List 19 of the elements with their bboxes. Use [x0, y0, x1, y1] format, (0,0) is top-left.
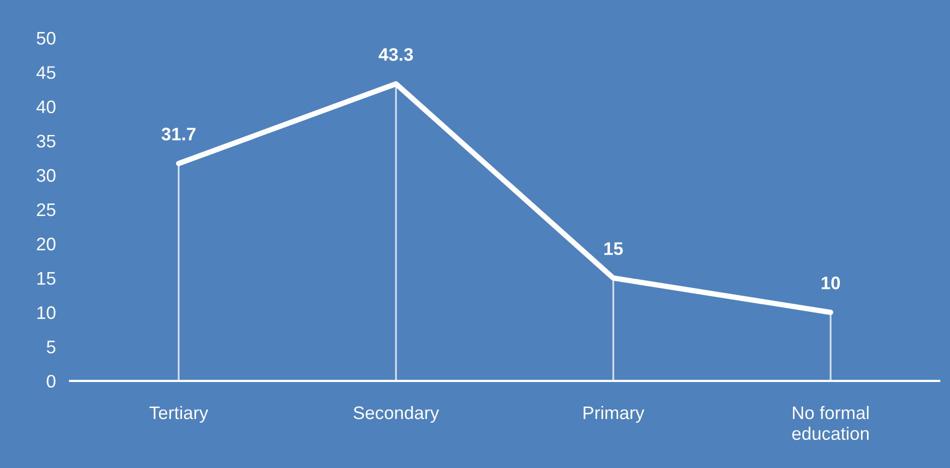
y-tick-label: 35 — [36, 134, 56, 148]
y-tick-label: 0 — [46, 374, 56, 388]
data-label: 31.7 — [162, 128, 196, 140]
y-tick-label: 40 — [36, 100, 56, 114]
y-tick-label: 15 — [37, 272, 56, 285]
data-label: 10 — [822, 276, 840, 290]
x-tick-label: Secondary — [354, 406, 440, 423]
y-tick-label: 45 — [36, 66, 56, 79]
x-tick-label: Primary — [584, 406, 644, 423]
y-tick-label: 50 — [36, 32, 56, 45]
x-tick-label: No formal education — [792, 406, 869, 440]
y-tick-label: 10 — [37, 306, 56, 320]
data-label: 15 — [604, 242, 623, 256]
data-label: 43.3 — [378, 48, 413, 61]
y-tick-label: 25 — [36, 203, 56, 216]
x-tick-label: Tertiary — [149, 406, 208, 423]
y-tick-label: 20 — [36, 238, 56, 250]
y-tick-label: 30 — [36, 169, 56, 182]
y-tick-label: 5 — [46, 340, 56, 354]
